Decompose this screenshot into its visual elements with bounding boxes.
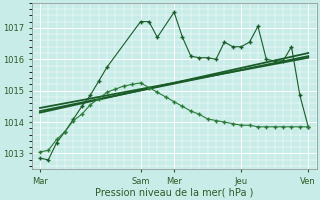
X-axis label: Pression niveau de la mer( hPa ): Pression niveau de la mer( hPa ) [95,187,253,197]
